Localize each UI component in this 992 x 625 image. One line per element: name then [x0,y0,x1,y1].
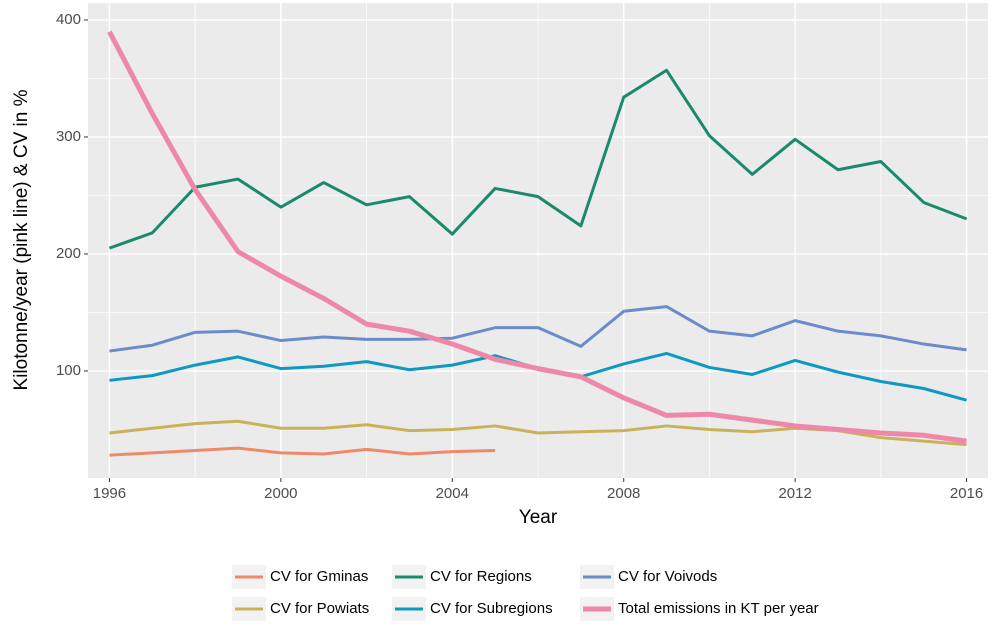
y-axis-title: Kilotonne/year (pink line) & CV in % [11,89,32,390]
legend-label: CV for Subregions [430,600,553,617]
legend-label: CV for Regions [430,568,532,585]
line [109,305,967,353]
x-tick-label: 2008 [607,485,640,502]
legend-label: CV for Voivods [618,568,717,585]
x-axis-title: Year [519,507,558,528]
line [108,68,968,250]
legend-label: Total emissions in KT per year [618,600,819,617]
line [107,30,967,444]
x-tick-label: 2000 [264,485,297,502]
y-tick-label: 100 [56,362,81,379]
x-tick-label: 2016 [950,485,983,502]
line [109,446,496,457]
legend-label: CV for Gminas [270,568,368,585]
x-tick-label: 2012 [778,485,811,502]
y-tick-label: 300 [56,128,81,145]
legend-label: CV for Powiats [270,600,369,617]
y-tick-label: 400 [56,11,81,28]
y-tick-label: 200 [56,245,81,262]
x-tick-label: 1996 [93,485,126,502]
x-tick-label: 2004 [436,485,469,502]
